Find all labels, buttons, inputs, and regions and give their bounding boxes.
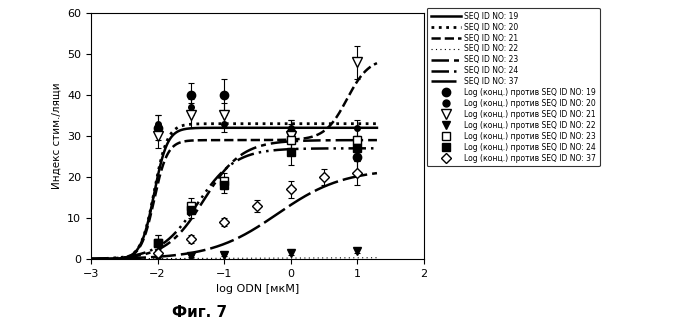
Legend: SEQ ID NO: 19, SEQ ID NO: 20, SEQ ID NO: 21, SEQ ID NO: 22, SEQ ID NO: 23, SEQ I: SEQ ID NO: 19, SEQ ID NO: 20, SEQ ID NO:… [427, 8, 600, 166]
Y-axis label: Индекс стим./лящи: Индекс стим./лящи [52, 83, 62, 189]
Text: Фиг. 7: Фиг. 7 [172, 305, 227, 320]
X-axis label: log ODN [мкМ]: log ODN [мкМ] [216, 284, 299, 294]
